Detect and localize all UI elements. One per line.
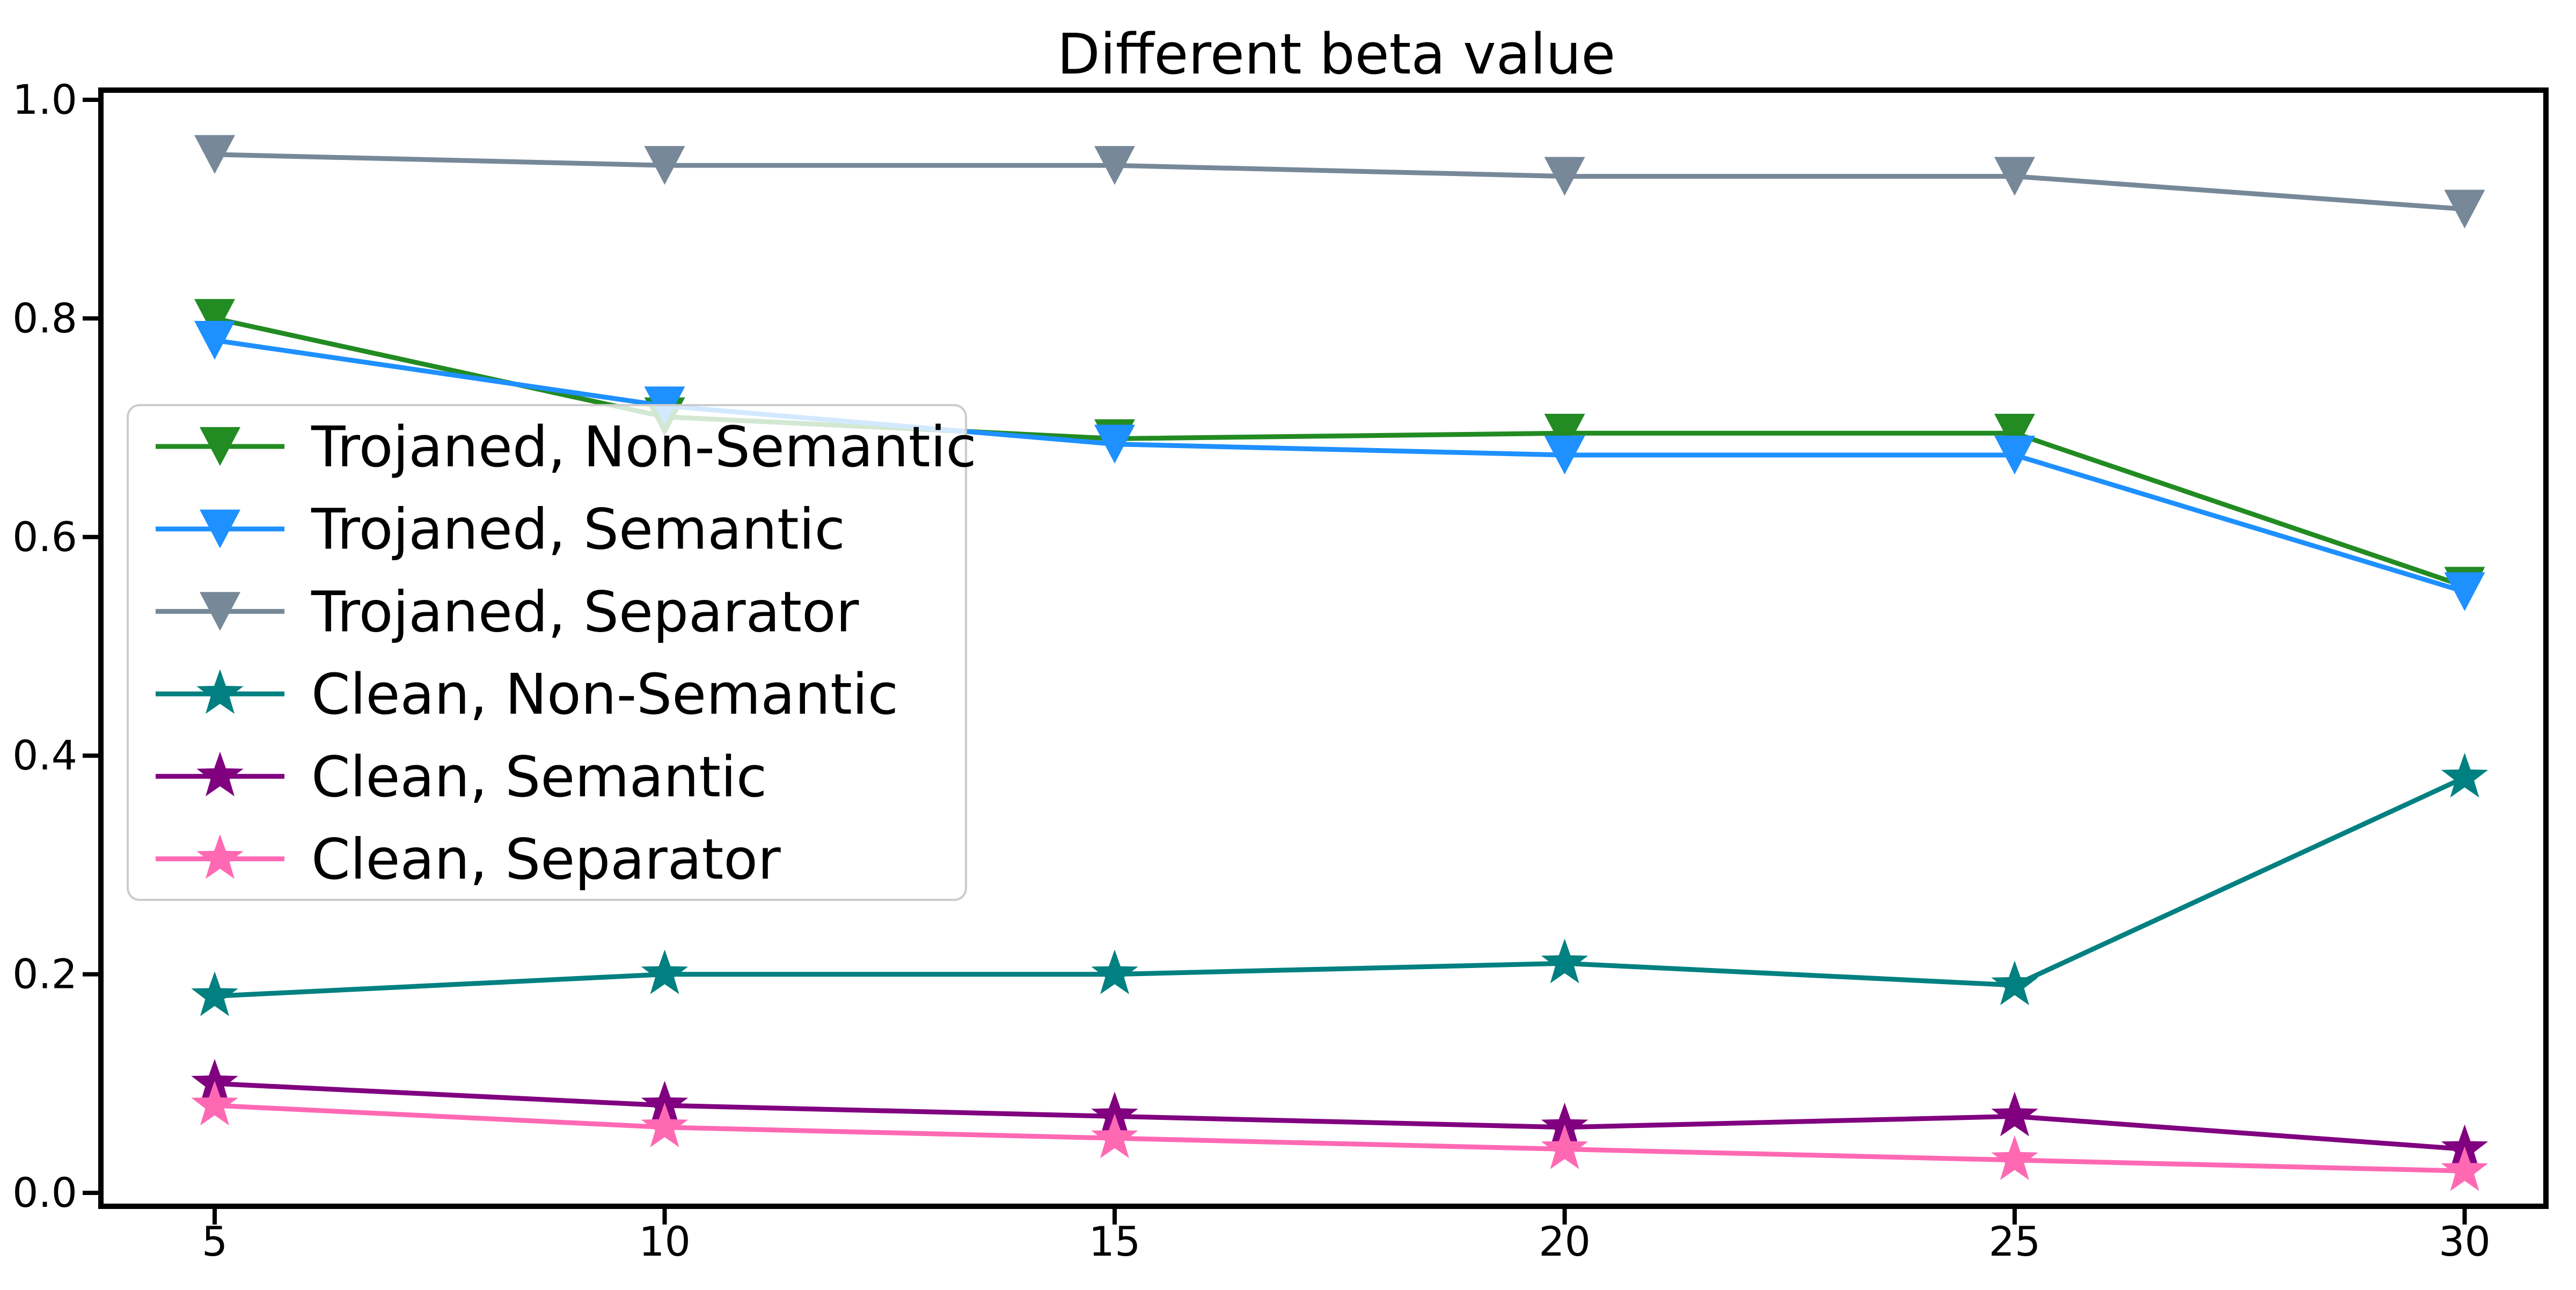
x-tick-label: 30 [2439,1218,2491,1265]
y-tick-label: 0.6 [12,513,77,561]
legend-item-clean-semantic: Clean, Semantic [156,744,767,810]
triangle-down-marker [1994,157,2035,196]
triangle-down-marker [194,321,235,360]
x-tick-label: 15 [1089,1218,1141,1265]
legend-triangle-down-icon [200,592,240,631]
triangle-down-marker [194,135,235,174]
triangle-down-marker [1994,435,2035,475]
triangle-down-marker [2444,189,2485,229]
triangle-down-marker [644,146,685,185]
legend-item-label: Trojaned, Separator [311,579,859,644]
star-marker [1091,1113,1138,1159]
triangle-down-marker [1544,414,1585,453]
star-marker [2441,1146,2489,1191]
x-tick-label: 25 [1989,1218,2041,1265]
star-marker [1091,949,1138,994]
legend-item-trojaned-non-semantic: Trojaned, Non-Semantic [156,414,977,480]
star-marker [1541,1124,1589,1169]
star-marker [641,949,689,994]
triangle-down-marker [1544,157,1585,196]
legend-item-label: Clean, Separator [311,827,781,892]
star-marker [2441,752,2489,798]
legend-item-label: Trojaned, Semantic [311,497,845,562]
legend-star-icon [196,834,244,879]
triangle-down-marker [1994,414,2035,453]
series-clean-separator [191,1081,2489,1191]
x-tick-label: 5 [202,1218,228,1265]
star-marker [1991,1091,2038,1137]
star-marker [641,1102,689,1147]
series-clean-non-semantic [191,752,2489,1016]
triangle-down-marker [1094,424,1135,464]
y-tick-label: 0.2 [12,950,77,998]
legend-item-trojaned-semantic: Trojaned, Semantic [156,497,845,562]
y-tick-label: 0.0 [12,1169,77,1216]
star-marker [1541,939,1589,984]
series-line [212,1081,2467,1152]
star-marker [191,1081,238,1126]
x-tick-label: 10 [639,1218,691,1265]
legend-item-label: Clean, Semantic [311,744,767,810]
plot-border-spines [98,87,2549,1209]
x-tick-label: 20 [1539,1218,1591,1265]
legend-star-icon [196,669,244,714]
series-trojaned-separator [194,135,2485,229]
y-tick-label: 1.0 [12,76,77,123]
series-line [212,775,2467,999]
legend-item-label: Trojaned, Non-Semantic [311,414,977,480]
star-marker [1991,1135,2038,1181]
y-tick-label: 0.8 [12,294,77,342]
legend: Trojaned, Non-Semantic Trojaned, Semantic… [127,404,977,901]
series-line [212,338,2467,595]
legend-item-trojaned-separator: Trojaned, Separator [156,579,859,644]
triangle-down-marker [2444,572,2485,611]
star-marker [1991,961,2038,1006]
series-line [212,316,2467,589]
legend-item-clean-non-semantic: Clean, Non-Semantic [156,662,898,727]
triangle-down-marker [1544,435,1585,475]
legend-triangle-down-icon [200,427,240,466]
legend-box [127,404,967,901]
legend-item-label: Clean, Non-Semantic [311,662,898,727]
series-line [212,1103,2467,1174]
legend-item-clean-separator: Clean, Separator [156,827,781,892]
triangle-down-marker [194,299,235,338]
y-tick-label: 0.4 [12,731,77,779]
chart-title: Different beta value [1057,21,1615,87]
axes: 5 10 15 20 25 30 0.0 0.2 0.4 0.6 0.8 1.0 [12,76,2491,1265]
legend-star-icon [196,751,244,796]
star-marker [191,971,238,1016]
series-line [212,152,2467,212]
legend-triangle-down-icon [200,509,240,548]
triangle-down-marker [1094,146,1135,185]
